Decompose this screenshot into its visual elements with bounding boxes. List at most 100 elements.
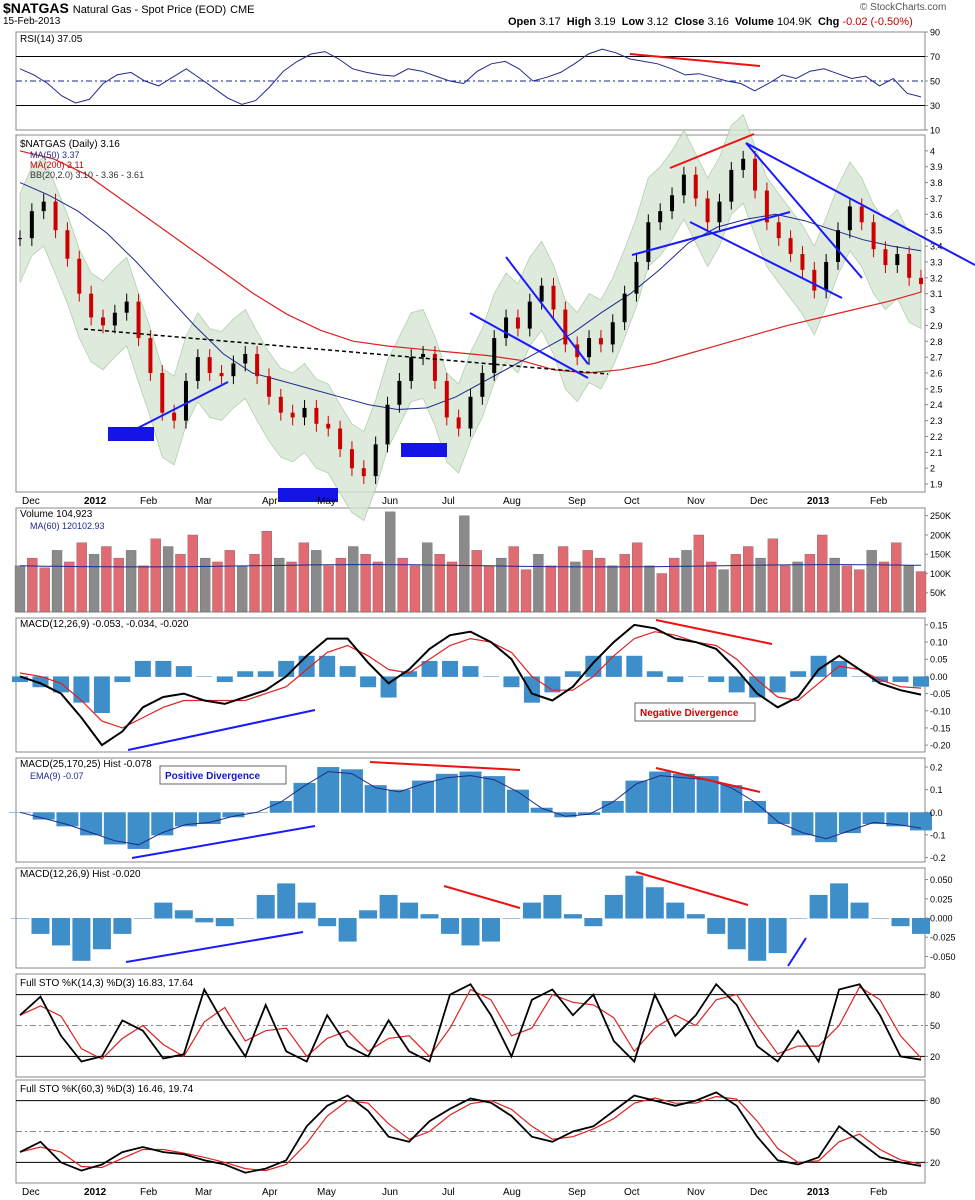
macd-long-hist-bar xyxy=(910,812,932,831)
volume-bar xyxy=(570,561,581,613)
candle-body xyxy=(53,201,58,231)
macd-short-hist-bar xyxy=(871,918,890,919)
price-x-label-14: Feb xyxy=(870,496,888,507)
macd-negative-divergence-line xyxy=(655,619,773,645)
bottom-x-label-2: Feb xyxy=(140,1187,158,1198)
ma200-line xyxy=(19,150,922,374)
support-box-2 xyxy=(278,488,338,502)
volume-bar xyxy=(64,561,75,613)
volume-bar xyxy=(817,534,828,613)
volume-bar xyxy=(150,538,161,613)
macd-short-hist-bar xyxy=(727,918,746,950)
volume-bar xyxy=(422,542,433,613)
candle-body xyxy=(338,428,343,450)
candle-body xyxy=(124,301,129,313)
candle-body xyxy=(480,373,485,397)
candle-body xyxy=(65,230,70,259)
macd-hist-bar xyxy=(749,676,766,698)
price-axis-tick-18: 3.7 xyxy=(930,194,943,204)
volume-bar xyxy=(162,546,174,613)
high-value: 3.19 xyxy=(594,16,616,28)
trendline-blue-6 xyxy=(745,142,975,266)
panel-frame-1 xyxy=(15,134,926,493)
volume-bar xyxy=(866,550,877,613)
positive-divergence-label: Positive Divergence xyxy=(165,771,260,782)
macd-short-hist-bar xyxy=(502,918,521,919)
macd-long-hist-bar xyxy=(483,776,506,813)
candle-body xyxy=(89,293,94,318)
macd-short-hist-bar xyxy=(666,902,685,919)
support-box-1 xyxy=(401,443,447,457)
macd-long-hist-bar xyxy=(744,800,767,813)
volume-bar xyxy=(199,557,211,613)
price-x-label-12: Dec xyxy=(750,496,768,507)
volume-bar xyxy=(335,557,347,613)
macd-axis-tick-0: -0.20 xyxy=(930,741,951,751)
brand-watermark: © StockCharts.com xyxy=(860,2,947,13)
macd-long-hist-bar xyxy=(886,812,909,827)
high-label: High xyxy=(566,16,592,28)
macd-hist-bar xyxy=(12,676,28,683)
price-axis-tick-17: 3.6 xyxy=(930,210,943,220)
price-axis-tick-15: 3.4 xyxy=(930,242,943,252)
macd-short-axis-tick-0: -0.050 xyxy=(930,952,956,962)
candle-body xyxy=(243,353,248,364)
sto1-k-line xyxy=(19,1091,922,1174)
price-axis-tick-3: 2.2 xyxy=(930,432,943,442)
price-axis-tick-0: 1.9 xyxy=(930,480,943,490)
volume-bar xyxy=(767,538,779,613)
volume-bar xyxy=(841,565,853,613)
candle-body xyxy=(468,396,473,429)
candle-body xyxy=(527,301,532,329)
macd-long-hist-bar xyxy=(198,812,221,825)
macd-short-hist-bar xyxy=(584,918,603,927)
candle-body xyxy=(824,261,829,291)
volume-axis-tick-3: 200K xyxy=(930,530,951,540)
price-x-label-9: Sep xyxy=(568,496,586,507)
bottom-x-label-0: Dec xyxy=(22,1187,40,1198)
candle-body xyxy=(883,249,888,266)
macd-long-hist-bar xyxy=(815,812,838,843)
volume-bar xyxy=(249,554,260,613)
price-x-label-5: May xyxy=(317,496,336,507)
candle-body xyxy=(326,423,331,429)
chg-value: -0.02 (-0.50%) xyxy=(842,16,913,28)
macd-long-hist-bar xyxy=(578,812,601,816)
candle-body xyxy=(871,222,876,250)
volume-label: Volume xyxy=(734,16,774,28)
macd-positive-divergence-line xyxy=(127,709,316,751)
price-x-label-8: Aug xyxy=(503,496,521,507)
macd-axis-tick-7: 0.15 xyxy=(930,620,948,630)
candle-body xyxy=(515,317,520,329)
macd-long-hist-bar xyxy=(530,807,553,813)
volume-bar xyxy=(372,561,384,613)
macd-short-hist-bar xyxy=(379,894,398,919)
macd-hist-bar xyxy=(831,660,848,677)
volume-bar xyxy=(187,534,198,613)
chart-date: 15-Feb-2013 xyxy=(3,16,61,27)
bottom-x-label-12: Dec xyxy=(750,1187,768,1198)
macd-short-hist-bar xyxy=(522,902,541,919)
price-axis-tick-20: 3.9 xyxy=(930,162,943,172)
macd-hist-bar xyxy=(442,660,459,677)
macd-short-hist-bar xyxy=(133,918,152,919)
macd-short-hist-bar xyxy=(707,918,726,934)
price-axis-tick-10: 2.9 xyxy=(930,321,943,331)
macd-short-axis-tick-2: 0.000 xyxy=(930,914,953,924)
macd-hist-bar xyxy=(155,660,172,677)
macd-hist-bar xyxy=(667,676,684,683)
candle-body xyxy=(444,380,449,418)
candle-body xyxy=(729,169,734,202)
macd-hist-bar xyxy=(52,676,69,693)
candle-body xyxy=(563,309,568,345)
macd-long-ema-line xyxy=(19,771,922,846)
macd-short-hist-bar xyxy=(789,918,808,919)
macd-short-axis-tick-4: 0.050 xyxy=(930,875,953,885)
rsi-title: RSI(14) 37.05 xyxy=(20,34,83,45)
macd-hist-bar xyxy=(605,655,622,677)
close-label: Close xyxy=(674,16,705,28)
macd-hist-bar xyxy=(523,676,540,703)
sto1-d-line xyxy=(19,1095,922,1172)
macd-short-hist-bar xyxy=(912,918,930,934)
volume-bar xyxy=(286,561,297,613)
